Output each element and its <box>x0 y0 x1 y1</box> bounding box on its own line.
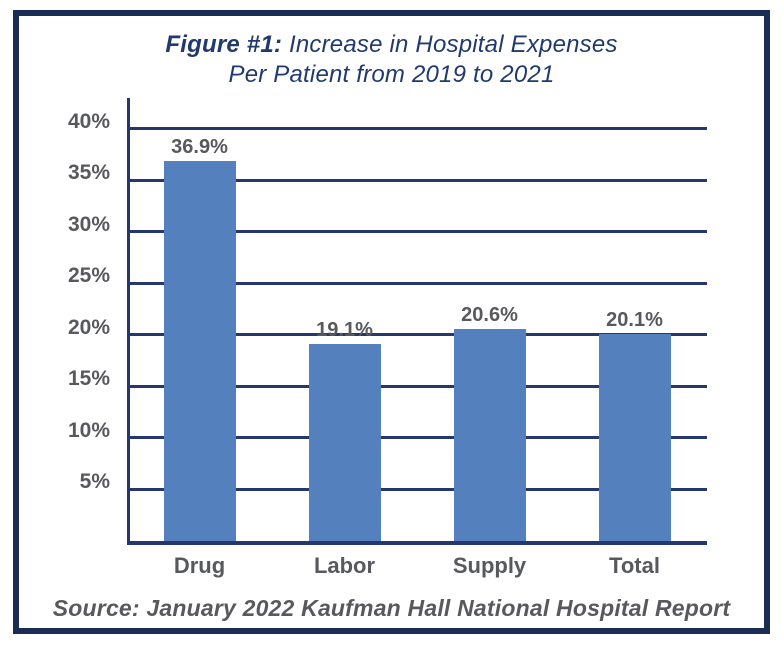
bar-slot-labor: 19.1% <box>272 98 417 545</box>
y-tick-label: 35% <box>67 161 110 185</box>
gridline <box>127 127 707 131</box>
bar-value-label: 20.6% <box>461 303 518 326</box>
gridline <box>127 384 707 388</box>
chart-title-line1: Figure #1: Increase in Hospital Expenses <box>13 30 770 60</box>
y-tick-label: 30% <box>67 212 110 236</box>
gridline <box>127 281 707 285</box>
bar-labor <box>308 344 381 545</box>
gridline <box>127 178 707 182</box>
gridline <box>127 487 707 491</box>
x-category-label-labor: Labor <box>313 553 376 578</box>
bar-value-label: 19.1% <box>316 319 373 342</box>
x-category-label-total: Total <box>609 553 660 578</box>
gridline <box>127 436 707 440</box>
gridline <box>127 333 707 337</box>
bar-slot-total: 20.1% <box>562 98 707 545</box>
y-tick-label: 40% <box>67 109 110 133</box>
bar-slot-supply: 20.6% <box>417 98 562 545</box>
y-tick-label: 15% <box>67 367 110 391</box>
chart-title-text: Increase in Hospital Expenses <box>288 31 618 58</box>
x-axis-category-labels: Drug Labor Supply Total <box>127 552 707 579</box>
y-axis-tick-labels: 5% 10% 15% 20% 25% 30% 35% 40% <box>0 98 110 541</box>
y-tick-label: 25% <box>67 264 110 288</box>
y-axis-line <box>127 98 130 545</box>
bars-row: 36.9% 19.1% 20.6% 20.1% <box>127 98 707 545</box>
chart-title: Figure #1: Increase in Hospital Expenses… <box>13 30 770 90</box>
x-category-label-drug: Drug <box>173 553 226 578</box>
y-tick-label: 20% <box>67 315 110 339</box>
bar-drug <box>163 160 236 545</box>
x-category-label-supply: Supply <box>452 553 527 578</box>
y-tick-label: 5% <box>79 470 110 494</box>
bar-total <box>598 333 671 545</box>
bar-supply <box>453 328 526 545</box>
chart-title-line2: Per Patient from 2019 to 2021 <box>228 61 555 88</box>
x-axis-line <box>127 541 707 545</box>
plot-area: 36.9% 19.1% 20.6% 20.1% <box>127 98 707 545</box>
gridline <box>127 230 707 234</box>
figure-number-label: Figure #1: <box>165 31 283 58</box>
bar-value-label: 36.9% <box>171 135 228 158</box>
source-caption: Source: January 2022 Kaufman Hall Nation… <box>52 595 731 621</box>
bar-value-label: 20.1% <box>606 308 663 331</box>
bar-slot-drug: 36.9% <box>127 98 272 545</box>
y-tick-label: 10% <box>67 418 110 442</box>
